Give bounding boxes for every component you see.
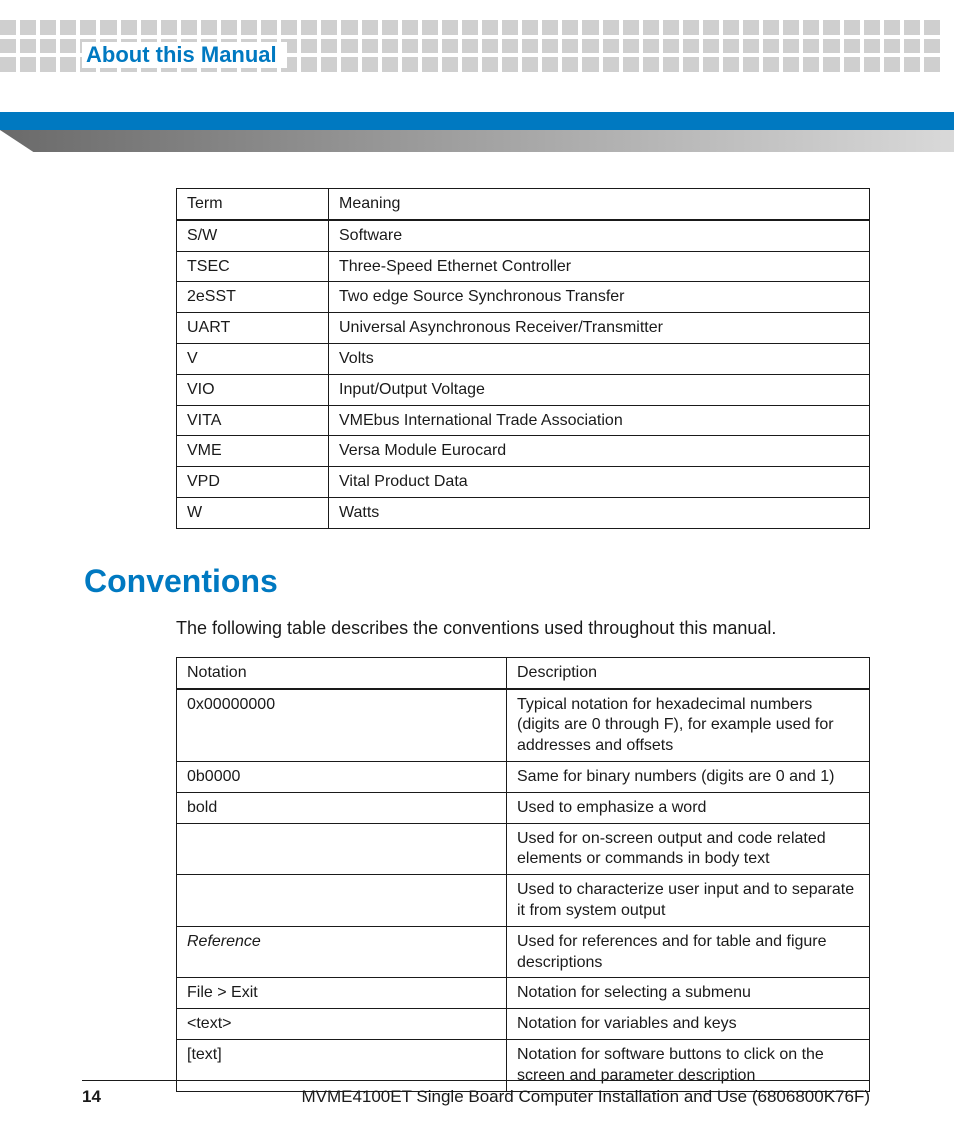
conventions-intro: The following table describes the conven… (176, 618, 870, 639)
header-gray-wedge (0, 130, 954, 152)
cell-meaning: Three-Speed Ethernet Controller (329, 251, 870, 282)
cell-meaning: VMEbus International Trade Association (329, 405, 870, 436)
table-row: TSECThree-Speed Ethernet Controller (177, 251, 870, 282)
table-row: ReferenceUsed for references and for tab… (177, 926, 870, 978)
document-title: MVME4100ET Single Board Computer Install… (101, 1087, 870, 1107)
content-area: Term Meaning S/WSoftwareTSECThree-Speed … (84, 188, 870, 1092)
cell-notation (177, 823, 507, 875)
cell-description: Used for on-screen output and code relat… (507, 823, 870, 875)
cell-term: 2eSST (177, 282, 329, 313)
page: About this Manual Term Meaning S/WSoftwa… (0, 0, 954, 1145)
cell-term: S/W (177, 220, 329, 251)
cell-description: Same for binary numbers (digits are 0 an… (507, 761, 870, 792)
cell-notation: 0b0000 (177, 761, 507, 792)
cell-notation: 0x00000000 (177, 689, 507, 762)
cell-meaning: Universal Asynchronous Receiver/Transmit… (329, 313, 870, 344)
footer-row: 14 MVME4100ET Single Board Computer Inst… (82, 1087, 870, 1107)
cell-meaning: Versa Module Eurocard (329, 436, 870, 467)
terminology-table: Term Meaning S/WSoftwareTSECThree-Speed … (176, 188, 870, 529)
cell-term: VITA (177, 405, 329, 436)
cell-notation: File > Exit (177, 978, 507, 1009)
table-row: <text>Notation for variables and keys (177, 1009, 870, 1040)
table-row: VITAVMEbus International Trade Associati… (177, 405, 870, 436)
table-row: VPDVital Product Data (177, 467, 870, 498)
cell-description: Notation for variables and keys (507, 1009, 870, 1040)
table-row: 0x00000000Typical notation for hexadecim… (177, 689, 870, 762)
col-term: Term (177, 189, 329, 220)
table-row: VVolts (177, 343, 870, 374)
cell-description: Used to characterize user input and to s… (507, 875, 870, 927)
cell-meaning: Watts (329, 497, 870, 528)
cell-meaning: Software (329, 220, 870, 251)
footer-rule (82, 1080, 870, 1081)
cell-meaning: Volts (329, 343, 870, 374)
cell-term: VIO (177, 374, 329, 405)
cell-term: VPD (177, 467, 329, 498)
cell-term: VME (177, 436, 329, 467)
cell-term: V (177, 343, 329, 374)
table-header-row: Notation Description (177, 657, 870, 688)
table-row: S/WSoftware (177, 220, 870, 251)
table-row: VMEVersa Module Eurocard (177, 436, 870, 467)
conventions-table: Notation Description 0x00000000Typical n… (176, 657, 870, 1092)
cell-description: Used to emphasize a word (507, 792, 870, 823)
table-header-row: Term Meaning (177, 189, 870, 220)
conventions-heading: Conventions (84, 563, 870, 600)
cell-notation: <text> (177, 1009, 507, 1040)
table-row: VIOInput/Output Voltage (177, 374, 870, 405)
page-footer: 14 MVME4100ET Single Board Computer Inst… (82, 1080, 870, 1107)
cell-term: UART (177, 313, 329, 344)
cell-term: TSEC (177, 251, 329, 282)
cell-description: Used for references and for table and fi… (507, 926, 870, 978)
table-row: boldUsed to emphasize a word (177, 792, 870, 823)
cell-notation: bold (177, 792, 507, 823)
header-blue-bar (0, 112, 954, 130)
cell-term: W (177, 497, 329, 528)
cell-notation (177, 875, 507, 927)
cell-description: Typical notation for hexadecimal numbers… (507, 689, 870, 762)
cell-meaning: Two edge Source Synchronous Transfer (329, 282, 870, 313)
table-row: UARTUniversal Asynchronous Receiver/Tran… (177, 313, 870, 344)
table-row: WWatts (177, 497, 870, 528)
cell-meaning: Input/Output Voltage (329, 374, 870, 405)
col-description: Description (507, 657, 870, 688)
col-notation: Notation (177, 657, 507, 688)
table-row: 2eSSTTwo edge Source Synchronous Transfe… (177, 282, 870, 313)
section-title: About this Manual (82, 42, 287, 68)
cell-description: Notation for selecting a submenu (507, 978, 870, 1009)
table-row: 0b0000Same for binary numbers (digits ar… (177, 761, 870, 792)
cell-notation: Reference (177, 926, 507, 978)
col-meaning: Meaning (329, 189, 870, 220)
page-number: 14 (82, 1087, 101, 1107)
table-row: Used for on-screen output and code relat… (177, 823, 870, 875)
table-row: File > ExitNotation for selecting a subm… (177, 978, 870, 1009)
table-row: Used to characterize user input and to s… (177, 875, 870, 927)
cell-meaning: Vital Product Data (329, 467, 870, 498)
